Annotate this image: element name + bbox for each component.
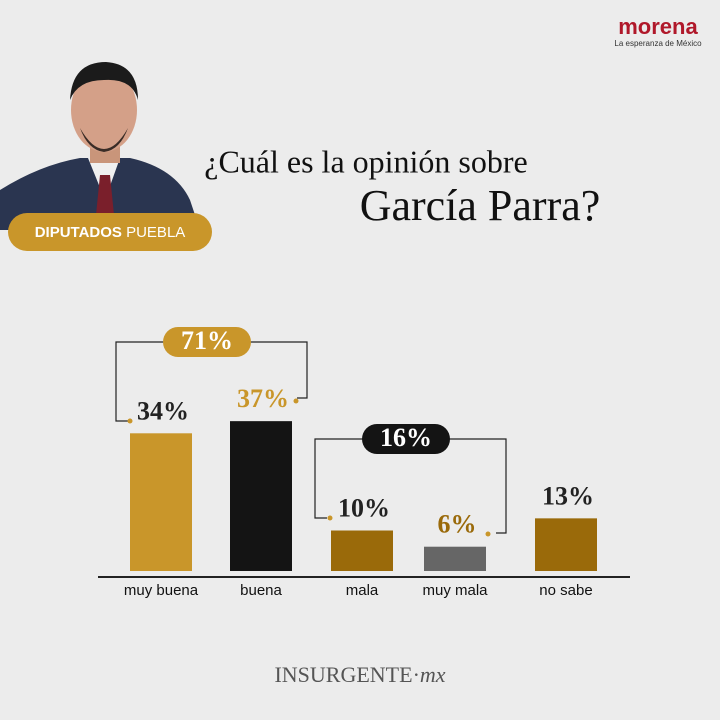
badge <box>8 213 212 251</box>
bar <box>130 433 192 571</box>
bracket-dot <box>127 418 133 424</box>
bracket-dot <box>327 515 333 521</box>
x-tick-label: mala <box>346 582 379 599</box>
chart-title: ¿Cuál es la opinión sobre <box>204 143 527 179</box>
chart-subtitle: García Parra? <box>360 181 601 230</box>
value-label: 34% <box>137 396 189 425</box>
value-label: 6% <box>438 510 477 539</box>
value-label: 13% <box>542 481 594 510</box>
bar <box>331 530 393 571</box>
footer-logo: INSURGENTE·mx <box>274 662 445 687</box>
group-pill <box>362 424 450 454</box>
x-tick-label: buena <box>240 582 282 599</box>
x-tick-label: muy mala <box>422 582 488 599</box>
x-tick-label: no sabe <box>539 582 592 599</box>
value-label: 37% <box>237 384 289 413</box>
badge-text: DIPUTADOS PUEBLA <box>35 224 186 241</box>
brand-name: morena <box>618 14 698 39</box>
bracket-dot <box>293 398 299 404</box>
x-tick-label: muy buena <box>124 582 199 599</box>
bar <box>424 546 486 571</box>
portrait <box>0 62 200 230</box>
bar <box>535 518 597 571</box>
bar <box>230 421 292 571</box>
value-label: 10% <box>338 493 390 522</box>
brand-tagline: La esperanza de México <box>614 39 702 48</box>
group-pill <box>163 327 251 357</box>
bracket-dot <box>485 531 491 537</box>
group-label: 16% <box>380 423 432 452</box>
group-label: 71% <box>181 326 233 355</box>
